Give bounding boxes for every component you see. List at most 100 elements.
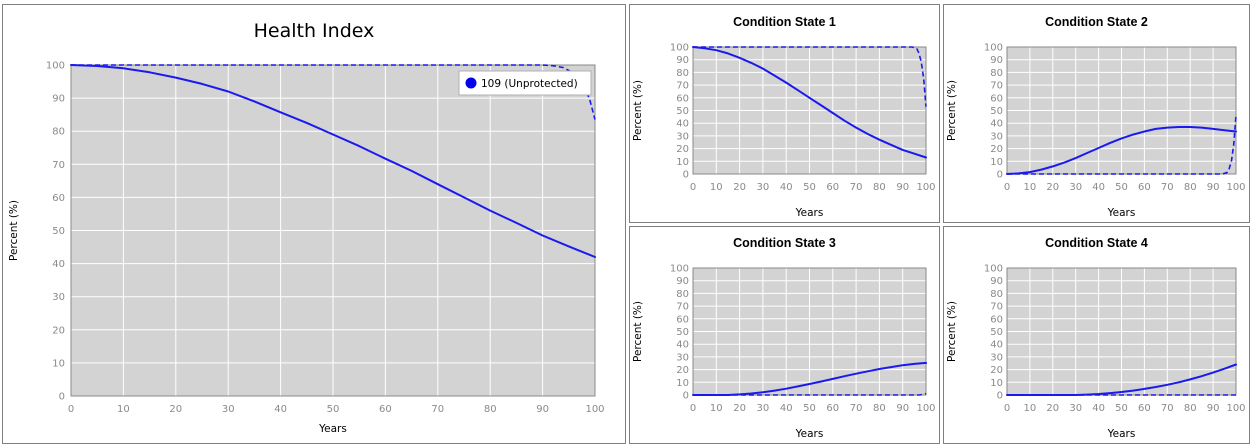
x-tick-label: 10 <box>710 403 723 414</box>
series-line-solid-0 <box>1006 126 1237 175</box>
x-tick-label: 10 <box>710 182 723 193</box>
legend: 109 (Unprotected) <box>458 70 592 96</box>
x-tick-label: 90 <box>1207 403 1220 414</box>
series-line-solid-0 <box>70 64 596 258</box>
y-tick-label: 0 <box>59 392 65 403</box>
series-group <box>1006 363 1237 396</box>
y-tick-label: 50 <box>990 327 1003 338</box>
y-tick-label: 10 <box>676 378 689 389</box>
y-tick-label: 60 <box>676 93 689 104</box>
plot-border <box>70 64 596 397</box>
x-axis-label: Years <box>318 423 347 435</box>
chart-condition-state-4: 0 10 20 30 40 50 60 70 80 90 100 0 10 20 30 40 50 60 70 80 9… <box>943 226 1250 444</box>
x-tick-label: 70 <box>1161 403 1174 414</box>
y-axis-label: Percent (%) <box>632 80 644 141</box>
y-tick-label: 40 <box>676 340 689 351</box>
y-tick-label: 70 <box>676 81 689 92</box>
y-tick-label: 70 <box>52 160 65 171</box>
y-tick-label: 10 <box>990 157 1003 168</box>
x-tick-label: 30 <box>757 403 770 414</box>
chart-condition-state-2: 0 10 20 30 40 50 60 70 80 90 100 0 10 20 30 40 50 60 70 80 9… <box>943 4 1250 223</box>
x-tick-label: 50 <box>1115 182 1128 193</box>
y-tick-label: 30 <box>676 352 689 363</box>
y-tick-label: 30 <box>990 131 1003 142</box>
x-tick-label: 0 <box>1004 403 1010 414</box>
x-tick-label: 90 <box>896 403 909 414</box>
chart-health-index: 0 10 20 30 40 50 60 70 80 90 100 0 10 20 30 40 50 60 70 80 9… <box>2 4 626 444</box>
y-axis-label: Percent (%) <box>946 80 958 141</box>
x-tick-label: 0 <box>68 404 74 415</box>
y-tick-label: 80 <box>990 289 1003 300</box>
x-tick-label: 80 <box>1184 182 1197 193</box>
x-tick-label: 90 <box>536 404 549 415</box>
x-tick-label: 50 <box>803 182 816 193</box>
x-tick-label: 0 <box>690 182 696 193</box>
x-tick-label: 60 <box>1138 182 1151 193</box>
y-axis-label: Percent (%) <box>8 200 20 261</box>
x-tick-label: 30 <box>757 182 770 193</box>
legend-entry: 109 (Unprotected) <box>481 78 578 90</box>
y-tick-label: 70 <box>990 302 1003 313</box>
x-tick-label: 10 <box>1024 403 1037 414</box>
y-tick-label: 40 <box>990 119 1003 130</box>
x-axis-label: Years <box>795 207 824 219</box>
y-tick-label: 20 <box>990 144 1003 155</box>
y-tick-label: 70 <box>676 302 689 313</box>
y-tick-label: 50 <box>990 106 1003 117</box>
x-tick-label: 90 <box>1207 182 1220 193</box>
x-tick-label: 40 <box>780 403 793 414</box>
chart-condition-state-3: 0 10 20 30 40 50 60 70 80 90 100 0 10 20 30 40 50 60 70 80 9… <box>629 226 940 444</box>
y-tick-label: 50 <box>676 327 689 338</box>
x-tick-label: 80 <box>484 404 497 415</box>
x-tick-label: 70 <box>431 404 444 415</box>
y-tick-label: 60 <box>990 314 1003 325</box>
y-tick-label: 90 <box>52 94 65 105</box>
x-tick-label: 80 <box>873 182 886 193</box>
x-tick-label: 0 <box>1004 182 1010 193</box>
y-tick-label: 100 <box>984 43 1003 54</box>
x-tick-label: 100 <box>916 182 935 193</box>
y-tick-label: 100 <box>670 264 689 275</box>
x-tick-label: 20 <box>733 182 746 193</box>
series-line-solid-0 <box>1006 363 1237 396</box>
y-tick-label: 20 <box>676 365 689 376</box>
chart-svg: 0 10 20 30 40 50 60 70 80 90 100010203040506070809… <box>946 15 1246 219</box>
x-tick-label: 10 <box>117 404 130 415</box>
y-tick-label: 0 <box>997 391 1003 402</box>
y-tick-label: 0 <box>997 170 1003 181</box>
y-tick-label: 10 <box>52 358 65 369</box>
chart-title: Health Index <box>254 20 375 42</box>
y-tick-label: 30 <box>676 131 689 142</box>
x-tick-label: 60 <box>1138 403 1151 414</box>
x-tick-label: 10 <box>1024 182 1037 193</box>
series-line-solid-0 <box>692 46 927 159</box>
chart-condition-state-1: 0 10 20 30 40 50 60 70 80 90 100 0 10 20 30 40 50 60 70 80 9… <box>629 4 940 223</box>
series-line-dashed-1 <box>1007 115 1237 175</box>
y-tick-label: 20 <box>676 144 689 155</box>
x-tick-label: 30 <box>222 404 235 415</box>
y-tick-label: 90 <box>676 55 689 66</box>
y-tick-label: 10 <box>676 157 689 168</box>
legend-box <box>458 70 592 96</box>
x-tick-label: 20 <box>169 404 182 415</box>
y-tick-label: 40 <box>990 340 1003 351</box>
chart-svg: 0 10 20 30 40 50 60 70 80 90 100010203040506070809… <box>946 236 1246 440</box>
y-tick-label: 70 <box>990 81 1003 92</box>
x-tick-label: 20 <box>1046 403 1059 414</box>
series-line-dashed-1 <box>693 392 927 396</box>
series-group <box>70 64 596 258</box>
series-group <box>692 46 927 159</box>
x-tick-label: 0 <box>690 403 696 414</box>
x-tick-label: 60 <box>826 403 839 414</box>
y-tick-label: 90 <box>990 276 1003 287</box>
y-tick-label: 80 <box>676 68 689 79</box>
series-group <box>692 361 927 396</box>
y-tick-label: 50 <box>52 226 65 237</box>
x-tick-label: 40 <box>274 404 287 415</box>
y-tick-label: 20 <box>52 325 65 336</box>
x-tick-label: 60 <box>826 182 839 193</box>
x-tick-label: 20 <box>1046 182 1059 193</box>
chart-title: Condition State 1 <box>733 15 836 29</box>
chart-title: Condition State 4 <box>1045 236 1148 250</box>
y-tick-label: 100 <box>46 61 65 72</box>
